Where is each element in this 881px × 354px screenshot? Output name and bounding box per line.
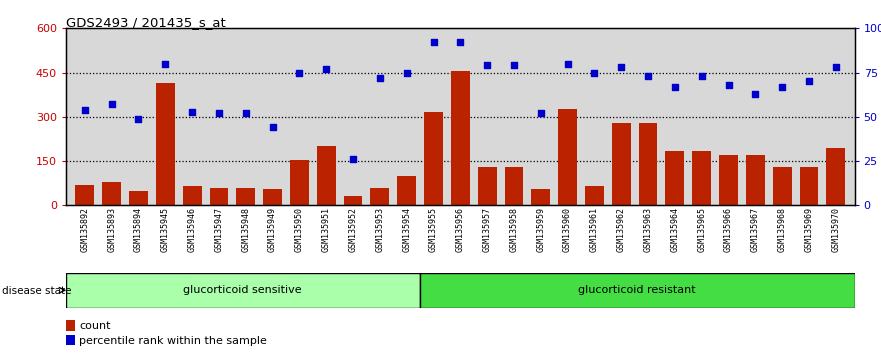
Point bbox=[239, 110, 253, 116]
Bar bbox=[263, 189, 282, 205]
Bar bbox=[746, 155, 765, 205]
Bar bbox=[611, 123, 631, 205]
Bar bbox=[585, 186, 603, 205]
Point bbox=[319, 66, 333, 72]
Text: count: count bbox=[79, 321, 111, 331]
Bar bbox=[531, 189, 550, 205]
Point bbox=[829, 64, 843, 70]
Point bbox=[265, 125, 279, 130]
Bar bbox=[156, 83, 174, 205]
Bar bbox=[424, 113, 443, 205]
Bar bbox=[290, 160, 309, 205]
Bar bbox=[317, 146, 336, 205]
Point bbox=[185, 109, 199, 114]
Point bbox=[105, 102, 119, 107]
Bar bbox=[397, 176, 416, 205]
Bar bbox=[692, 151, 711, 205]
Bar bbox=[800, 167, 818, 205]
Point bbox=[668, 84, 682, 90]
Point bbox=[426, 40, 440, 45]
Point bbox=[507, 63, 521, 68]
Point bbox=[159, 61, 173, 67]
Point bbox=[748, 91, 762, 97]
Point bbox=[212, 110, 226, 116]
Bar bbox=[102, 182, 121, 205]
Text: disease state: disease state bbox=[2, 286, 71, 296]
Bar bbox=[773, 167, 791, 205]
Point bbox=[346, 156, 360, 162]
Bar bbox=[182, 186, 202, 205]
Point bbox=[641, 73, 655, 79]
Bar bbox=[130, 190, 148, 205]
Bar bbox=[210, 188, 228, 205]
Point bbox=[480, 63, 494, 68]
Bar bbox=[451, 71, 470, 205]
Bar bbox=[419, 273, 855, 308]
Point bbox=[694, 73, 708, 79]
Point bbox=[802, 79, 816, 84]
Bar bbox=[559, 109, 577, 205]
Point bbox=[534, 110, 548, 116]
Bar bbox=[66, 273, 419, 308]
Point bbox=[722, 82, 736, 88]
Bar bbox=[826, 148, 845, 205]
Point bbox=[453, 40, 467, 45]
Text: glucorticoid resistant: glucorticoid resistant bbox=[578, 285, 696, 295]
Bar bbox=[371, 188, 389, 205]
Point bbox=[292, 70, 307, 75]
Bar bbox=[76, 185, 94, 205]
Point bbox=[614, 64, 628, 70]
Bar bbox=[639, 123, 657, 205]
Text: percentile rank within the sample: percentile rank within the sample bbox=[79, 336, 267, 346]
Point bbox=[131, 116, 145, 121]
Point bbox=[775, 84, 789, 90]
Point bbox=[78, 107, 92, 113]
Point bbox=[400, 70, 414, 75]
Bar bbox=[236, 188, 255, 205]
Point bbox=[373, 75, 387, 81]
Bar bbox=[478, 167, 497, 205]
Bar bbox=[665, 151, 685, 205]
Bar bbox=[719, 155, 738, 205]
Bar bbox=[505, 167, 523, 205]
Bar bbox=[344, 196, 362, 205]
Text: glucorticoid sensitive: glucorticoid sensitive bbox=[183, 285, 302, 295]
Point bbox=[560, 61, 574, 67]
Point bbox=[588, 70, 602, 75]
Text: GDS2493 / 201435_s_at: GDS2493 / 201435_s_at bbox=[66, 16, 226, 29]
